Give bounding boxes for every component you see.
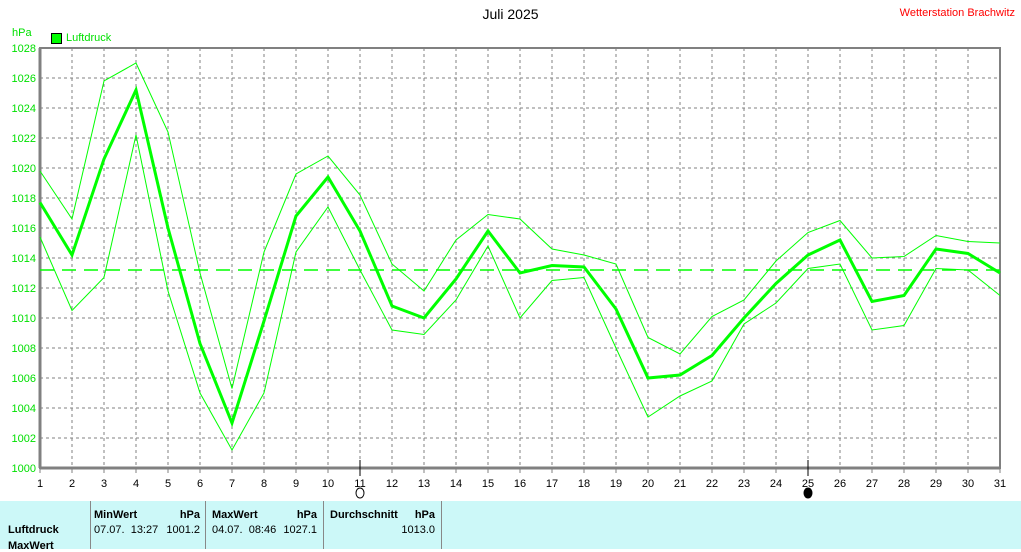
x-tick-label: 7	[229, 478, 235, 490]
y-tick-label: 1020	[12, 163, 36, 175]
y-tick-label: 1008	[12, 343, 36, 355]
x-tick-label: 10	[322, 478, 334, 490]
x-tick-label: 22	[706, 478, 718, 490]
x-tick-label: 18	[578, 478, 590, 490]
y-tick-label: 1002	[12, 433, 36, 445]
x-tick-label: 17	[546, 478, 558, 490]
x-tick-label: 3	[101, 478, 107, 490]
min-value: 1001.2	[166, 524, 200, 536]
new-moon-icon	[804, 488, 812, 498]
x-tick-label: 31	[994, 478, 1006, 490]
max-col: MaxWert hPa 04.07. 08:46 1027.1	[206, 501, 324, 549]
max-unit: hPa	[297, 509, 317, 521]
x-tick-label: 4	[133, 478, 139, 490]
x-tick-label: 8	[261, 478, 267, 490]
y-tick-label: 1010	[12, 313, 36, 325]
x-tick-label: 16	[514, 478, 526, 490]
y-tick-label: 1018	[12, 193, 36, 205]
row-label-col: Luftdruck MaxWert	[0, 501, 91, 549]
avg-col: Durchschnitt hPa 1013.0	[324, 501, 442, 549]
y-tick-label: 1022	[12, 133, 36, 145]
x-tick-label: 15	[482, 478, 494, 490]
y-tick-label: 1000	[12, 463, 36, 475]
x-tick-label: 6	[197, 478, 203, 490]
row-label-maxwert: MaxWert	[8, 540, 54, 552]
x-tick-label: 2	[69, 478, 75, 490]
x-tick-label: 29	[930, 478, 942, 490]
y-tick-label: 1012	[12, 283, 36, 295]
full-moon-icon	[356, 488, 364, 498]
avg-value: 1013.0	[401, 524, 435, 536]
avg-header: Durchschnitt	[330, 509, 398, 521]
x-tick-label: 12	[386, 478, 398, 490]
min-date: 07.07. 13:27	[94, 524, 158, 536]
x-tick-label: 26	[834, 478, 846, 490]
x-tick-label: 5	[165, 478, 171, 490]
y-tick-label: 1026	[12, 73, 36, 85]
pressure-chart: 1000100210041006100810101012101410161018…	[0, 0, 1021, 500]
max-header: MaxWert	[212, 509, 258, 521]
x-tick-label: 13	[418, 478, 430, 490]
max-value: 1027.1	[283, 524, 317, 536]
x-tick-label: 27	[866, 478, 878, 490]
x-tick-label: 24	[770, 478, 782, 490]
row-label-luftdruck: Luftdruck	[8, 524, 59, 536]
min-header: MinWert	[94, 509, 137, 521]
avg-unit: hPa	[415, 509, 435, 521]
stats-table: Luftdruck MaxWert MinWert hPa 07.07. 13:…	[0, 501, 1021, 549]
min-unit: hPa	[180, 509, 200, 521]
y-tick-label: 1004	[12, 403, 36, 415]
x-tick-label: 28	[898, 478, 910, 490]
x-tick-label: 1	[37, 478, 43, 490]
x-tick-label: 23	[738, 478, 750, 490]
y-tick-label: 1024	[12, 103, 36, 115]
y-tick-label: 1016	[12, 223, 36, 235]
x-tick-label: 20	[642, 478, 654, 490]
x-tick-label: 19	[610, 478, 622, 490]
x-tick-label: 9	[293, 478, 299, 490]
x-tick-label: 21	[674, 478, 686, 490]
y-tick-label: 1028	[12, 43, 36, 55]
y-tick-label: 1006	[12, 373, 36, 385]
series-max-line	[40, 63, 1000, 389]
x-tick-label: 30	[962, 478, 974, 490]
max-date: 04.07. 08:46	[212, 524, 276, 536]
min-col: MinWert hPa 07.07. 13:27 1001.2	[91, 501, 206, 549]
x-tick-label: 14	[450, 478, 462, 490]
y-tick-label: 1014	[12, 253, 36, 265]
